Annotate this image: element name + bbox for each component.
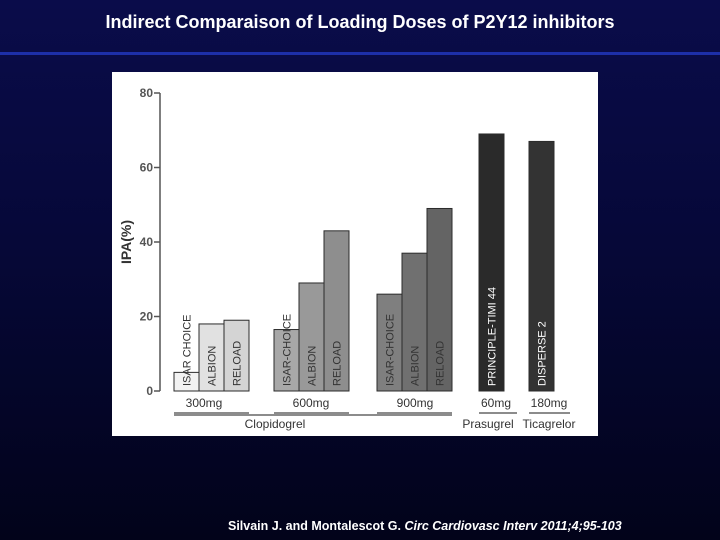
bar-label: ISAR-CHOICE (385, 314, 397, 386)
y-axis-label: IPA(%) (118, 220, 134, 264)
bar-label: RELOAD (332, 341, 344, 386)
y-tick-label: 40 (140, 235, 154, 249)
bar (426, 207, 453, 392)
citation-journal: Circ Cardiovasc Interv 2011;4;95-103 (404, 519, 622, 533)
citation: Silvain J. and Montalescot G. Circ Cardi… (228, 519, 688, 533)
bar-label: RELOAD (435, 341, 447, 386)
y-tick-label: 0 (146, 384, 153, 398)
citation-authors: Silvain J. and Montalescot G. (228, 519, 401, 533)
chart-svg: 0 20 40 60 80 IPA(%) ISAR CHOICE ALBION RELOAD IS… (118, 86, 576, 431)
title-divider (0, 52, 720, 55)
bar (298, 282, 325, 392)
bar-label: ISAR-CHOICE (282, 314, 294, 386)
bar (478, 133, 505, 392)
bar-label: ALBION (207, 346, 219, 386)
dose-label: 180mg (531, 396, 568, 410)
bar (223, 319, 250, 392)
ipa-bar-chart: 0 20 40 60 80 IPA(%) ISAR CHOICE ALBION RELOAD IS… (112, 72, 598, 436)
bar (323, 230, 350, 392)
drug-label: Clopidogrel (245, 417, 306, 431)
slide-title: Indirect Comparaison of Loading Doses of… (105, 12, 615, 32)
drug-label: Ticagrelor (523, 417, 576, 431)
dose-label: 300mg (186, 396, 223, 410)
dose-label: 60mg (481, 396, 511, 410)
bar-label: ALBION (307, 346, 319, 386)
bar (528, 140, 555, 392)
bar-label: ALBION (410, 346, 422, 386)
y-tick-label: 20 (140, 310, 154, 324)
drug-label: Prasugrel (462, 417, 513, 431)
bar-label: PRINCIPLE-TIMI 44 (487, 287, 499, 386)
bar-label: RELOAD (232, 341, 244, 386)
bar (273, 329, 300, 392)
bar-label: ISAR CHOICE (182, 314, 194, 386)
y-tick-label: 60 (140, 161, 154, 175)
y-tick-label: 80 (140, 86, 154, 100)
bar (401, 252, 428, 392)
dose-label: 600mg (293, 396, 330, 410)
dose-label: 900mg (397, 396, 434, 410)
bar (376, 293, 403, 392)
bar-label: DISPERSE 2 (537, 321, 549, 386)
